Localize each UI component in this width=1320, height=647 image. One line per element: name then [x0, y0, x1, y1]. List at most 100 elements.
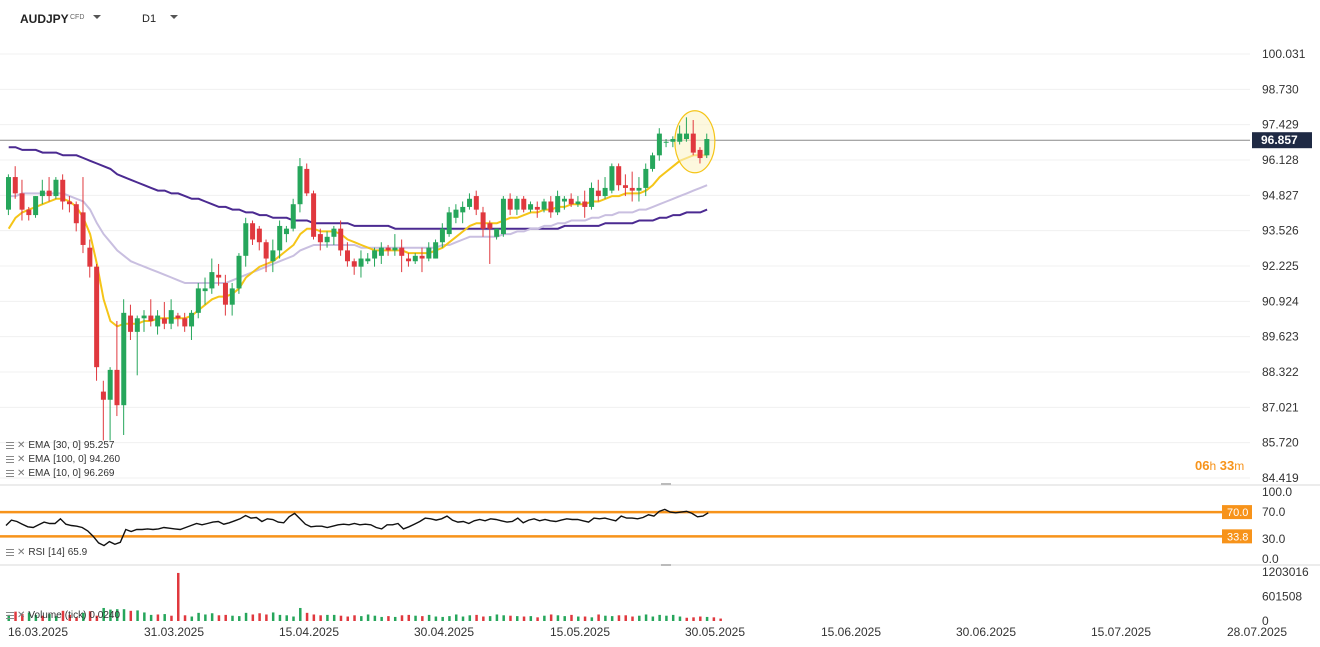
ema100-params: [100, 0] — [53, 454, 87, 465]
candle-body — [256, 228, 262, 243]
volume-bar — [414, 615, 417, 621]
candle-body — [94, 266, 100, 368]
volume-bar — [665, 615, 668, 621]
drag-handle-icon[interactable] — [6, 549, 14, 556]
candle-body — [53, 179, 59, 197]
countdown-minutes-unit: m — [1234, 459, 1245, 473]
candle-countdown: 06h 33m — [1195, 458, 1244, 473]
drag-handle-icon[interactable] — [6, 470, 14, 477]
remove-indicator-icon[interactable]: ✕ — [17, 468, 26, 479]
legend-rsi: ✕ RSI [14] 65.9 — [6, 547, 87, 558]
candle-body — [134, 318, 140, 332]
volume-bar — [54, 616, 58, 621]
rsi-level-label-bg — [1222, 505, 1252, 520]
candle-body — [283, 228, 289, 235]
rsi-axis-label: 0.0 — [1262, 552, 1279, 566]
candle-body — [629, 187, 635, 191]
rsi-value: 65.9 — [67, 547, 88, 558]
drag-handle-icon[interactable] — [6, 612, 14, 619]
volume-bar — [678, 616, 682, 621]
candle-body — [107, 369, 113, 400]
timeframe-dropdown-caret-icon[interactable] — [170, 15, 178, 19]
current-price-label: 96.857 — [1261, 133, 1298, 147]
candle-body — [426, 247, 432, 259]
date-axis-label: 15.04.2025 — [279, 625, 339, 639]
volume-bar — [387, 616, 390, 621]
date-axis-label: 30.06.2025 — [956, 625, 1016, 639]
remove-indicator-icon[interactable]: ✕ — [17, 440, 26, 451]
volume-bar — [712, 617, 716, 621]
volume-bar — [82, 612, 85, 621]
price-axis-label: 92.225 — [1262, 259, 1299, 273]
rsi-params: [14] — [48, 547, 65, 558]
volume-bar — [590, 617, 594, 621]
candle-body — [222, 282, 228, 305]
price-axis-label: 84.419 — [1262, 471, 1299, 485]
candle-body — [297, 166, 303, 205]
market-type-badge: CFD — [70, 14, 85, 21]
price-axis-label: 96.128 — [1262, 153, 1299, 167]
volume-bar — [231, 615, 234, 621]
remove-indicator-icon[interactable]: ✕ — [17, 610, 26, 621]
volume-bar — [610, 616, 614, 621]
candle-body — [670, 139, 676, 142]
drag-handle-icon[interactable] — [6, 442, 14, 449]
candle-body — [236, 255, 242, 289]
rsi-axis-label: 100.0 — [1262, 485, 1292, 499]
volume-bar — [488, 616, 492, 621]
candle-body — [480, 212, 486, 229]
volume-axis-label: 0 — [1262, 614, 1269, 628]
volume-bar — [353, 615, 356, 621]
date-axis-label: 15.06.2025 — [821, 625, 881, 639]
candle-body — [19, 193, 25, 210]
volume-bar — [210, 613, 214, 621]
ema30-params: [30, 0] — [53, 440, 81, 451]
legend-ema10: ✕ EMA [10, 0] 96.269 — [6, 468, 114, 479]
candle-body — [582, 201, 588, 207]
volume-bar — [671, 614, 675, 621]
volume-bar — [238, 616, 241, 621]
candle-body — [473, 196, 479, 210]
volume-bar — [393, 616, 397, 621]
volume-axis-label: 601508 — [1262, 590, 1302, 604]
volume-bar — [482, 616, 485, 621]
drag-handle-icon[interactable] — [6, 456, 14, 463]
timeframe-selector[interactable]: D1 — [142, 13, 157, 25]
ema100-line — [8, 146, 708, 230]
candle-body — [419, 255, 425, 259]
symbol-dropdown-caret-icon[interactable] — [93, 15, 101, 19]
remove-indicator-icon[interactable]: ✕ — [17, 547, 26, 558]
remove-indicator-icon[interactable]: ✕ — [17, 454, 26, 465]
rsi-axis-label: 30.0 — [1262, 532, 1286, 546]
candle-body — [338, 228, 344, 251]
volume-bar — [34, 614, 38, 621]
volume-bar — [88, 611, 92, 621]
rsi-axis-label: 70.0 — [1262, 505, 1286, 519]
date-axis-label: 16.03.2025 — [8, 625, 68, 639]
candle-body — [378, 247, 384, 256]
candle-body — [433, 242, 439, 259]
price-axis-label: 100.031 — [1262, 47, 1306, 61]
date-axis-label: 15.05.2025 — [550, 625, 610, 639]
candle-body — [100, 391, 106, 400]
candle-body — [589, 187, 595, 207]
candle-body — [168, 310, 174, 324]
volume-bar — [312, 614, 316, 621]
volume-bar — [75, 617, 78, 621]
rsi-label: RSI — [28, 547, 46, 558]
volume-bar — [516, 616, 519, 621]
volume-bar — [170, 615, 173, 621]
volume-bar — [536, 617, 539, 621]
symbol-selector[interactable]: AUDJPY — [20, 12, 69, 26]
volume-bar — [549, 614, 553, 621]
candle-body — [555, 196, 561, 213]
rsi-line — [5, 508, 709, 547]
volume-bar — [638, 615, 641, 621]
volume-bar — [244, 612, 248, 621]
volume-axis-label: 1203016 — [1262, 565, 1309, 579]
candle-body — [446, 212, 452, 235]
volume-bar — [332, 614, 336, 621]
date-axis-label: 30.05.2025 — [685, 625, 745, 639]
date-axis-label: 28.07.2025 — [1227, 625, 1287, 639]
